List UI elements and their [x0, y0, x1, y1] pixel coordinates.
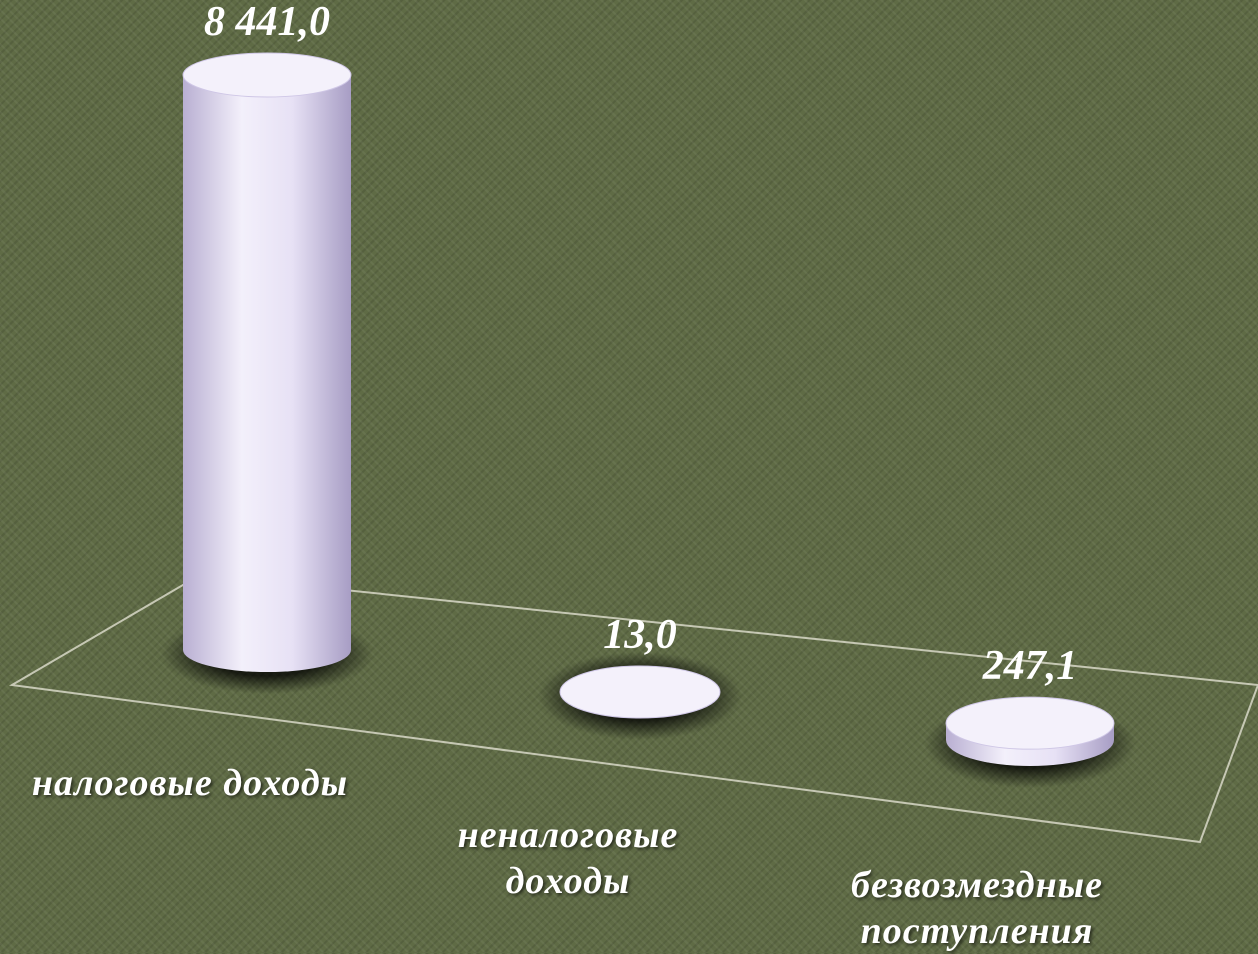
bar-cylinder [183, 75, 351, 672]
category-label: неналоговые доходы [368, 812, 768, 904]
category-label: налоговые доходы [0, 760, 390, 806]
category-label: безвозмездные поступления [777, 862, 1177, 954]
category-label-line: доходы [505, 860, 631, 902]
floor-plane [8, 573, 1258, 844]
value-labels-group: 8 441,0 13,0 247,1 [204, 0, 1077, 689]
category-label-line: безвозмездные [851, 864, 1103, 906]
category-label-line: неналоговые [457, 814, 679, 856]
bar-top [559, 665, 721, 719]
category-label-line: налоговые доходы [31, 762, 349, 804]
bar-top [182, 52, 352, 98]
value-label: 247,1 [982, 643, 1078, 689]
value-label: 13,0 [603, 612, 677, 658]
bar-top [945, 696, 1115, 750]
bars-group [161, 52, 1136, 788]
category-label-line: поступления [860, 910, 1094, 952]
value-label: 8 441,0 [204, 0, 330, 45]
